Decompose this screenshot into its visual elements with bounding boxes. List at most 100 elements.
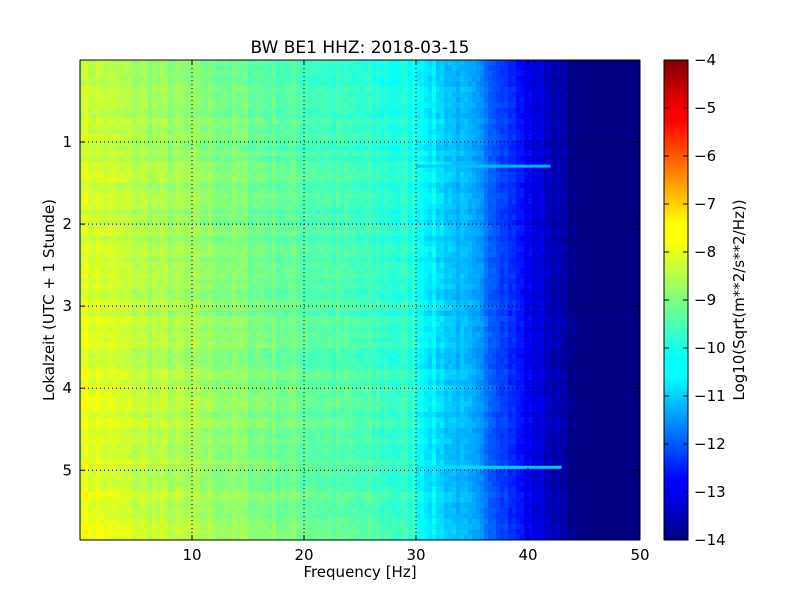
heatmap-cell	[108, 86, 113, 93]
heatmap-cell	[124, 97, 129, 104]
heatmap-cell	[588, 198, 593, 205]
heatmap-cell	[368, 108, 373, 114]
heatmap-cell	[568, 81, 573, 88]
heatmap-cell	[336, 70, 341, 77]
heatmap-cell	[488, 156, 493, 162]
heatmap-cell	[120, 108, 125, 114]
heatmap-cell	[468, 60, 473, 66]
heatmap-cell	[296, 209, 301, 216]
heatmap-cell	[232, 241, 237, 248]
heatmap-cell	[268, 230, 273, 237]
heatmap-cell	[244, 81, 249, 88]
heatmap-cell	[444, 124, 449, 130]
heatmap-cell	[248, 188, 253, 194]
heatmap-cell	[280, 220, 285, 226]
heatmap-cell	[284, 198, 289, 205]
heatmap-cell	[552, 102, 557, 109]
heatmap-cell	[612, 134, 617, 141]
heatmap-cell	[312, 124, 317, 130]
heatmap-cell	[620, 204, 625, 210]
heatmap-cell	[188, 188, 193, 194]
heatmap-cell	[120, 65, 125, 72]
heatmap-cell	[304, 172, 309, 178]
heatmap-cell	[212, 193, 217, 200]
heatmap-cell	[264, 182, 269, 189]
heatmap-cell	[364, 129, 369, 136]
heatmap-cell	[580, 204, 585, 210]
heatmap-cell	[496, 188, 501, 194]
heatmap-cell	[416, 172, 421, 178]
heatmap-cell	[456, 230, 461, 237]
heatmap-cell	[636, 108, 640, 114]
heatmap-cell	[84, 188, 89, 194]
heatmap-cell	[84, 172, 89, 178]
heatmap-cell	[160, 246, 165, 253]
heatmap-cell	[536, 225, 541, 232]
heatmap-cell	[212, 108, 217, 114]
heatmap-cell	[152, 150, 157, 157]
heatmap-cell	[292, 108, 297, 114]
heatmap-cell	[348, 204, 353, 210]
heatmap-cell	[184, 124, 189, 130]
heatmap-cell	[208, 140, 213, 146]
heatmap-cell	[456, 97, 461, 104]
heatmap-cell	[192, 102, 197, 109]
heatmap-cell	[268, 92, 273, 98]
heatmap-cell	[380, 108, 385, 114]
heatmap-cell	[436, 198, 441, 205]
heatmap-cell	[200, 177, 205, 184]
heatmap-cell	[80, 108, 85, 114]
heatmap-cell	[228, 172, 233, 178]
heatmap-cell	[564, 156, 569, 162]
heatmap-cell	[560, 188, 565, 194]
heatmap-cell	[368, 177, 373, 184]
heatmap-cell	[596, 97, 601, 104]
heatmap-cell	[200, 145, 205, 152]
heatmap-cell	[140, 60, 145, 66]
heatmap-cell	[560, 236, 565, 242]
heatmap-cell	[600, 193, 605, 200]
heatmap-cell	[404, 209, 409, 216]
heatmap-cell	[176, 70, 181, 77]
heatmap-cell	[540, 214, 545, 221]
heatmap-cell	[380, 134, 385, 141]
heatmap-cell	[624, 209, 629, 216]
heatmap-cell	[236, 102, 241, 109]
heatmap-cell	[508, 198, 513, 205]
heatmap-cell	[336, 134, 341, 141]
heatmap-cell	[120, 86, 125, 93]
heatmap-cell	[140, 97, 145, 104]
heatmap-cell	[320, 145, 325, 152]
heatmap-cell	[624, 177, 629, 184]
heatmap-cell	[508, 177, 513, 184]
heatmap-cell	[164, 177, 169, 184]
heatmap-cell	[280, 81, 285, 88]
heatmap-cell	[448, 97, 453, 104]
heatmap-cell	[432, 198, 437, 205]
heatmap-cell	[500, 102, 505, 109]
heatmap-cell	[172, 241, 177, 248]
heatmap-cell	[176, 86, 181, 93]
heatmap-cell	[384, 182, 389, 189]
heatmap-cell	[240, 220, 245, 226]
heatmap-cell	[524, 129, 529, 136]
heatmap-cell	[388, 198, 393, 205]
heatmap-cell	[260, 230, 265, 237]
heatmap-cell	[336, 86, 341, 93]
heatmap-cell	[556, 220, 561, 226]
heatmap-cell	[216, 113, 221, 120]
heatmap-cell	[132, 129, 137, 136]
heatmap-cell	[268, 150, 273, 157]
heatmap-cell	[212, 246, 217, 253]
heatmap-cell	[428, 92, 433, 98]
heatmap-cell	[376, 246, 381, 253]
heatmap-cell	[80, 209, 85, 216]
heatmap-cell	[576, 214, 581, 221]
heatmap-cell	[376, 188, 381, 194]
heatmap-cell	[304, 188, 309, 194]
heatmap-cell	[252, 108, 257, 114]
heatmap-cell	[588, 102, 593, 109]
heatmap-cell	[536, 145, 541, 152]
heatmap-cell	[372, 70, 377, 77]
heatmap-cell	[348, 129, 353, 136]
